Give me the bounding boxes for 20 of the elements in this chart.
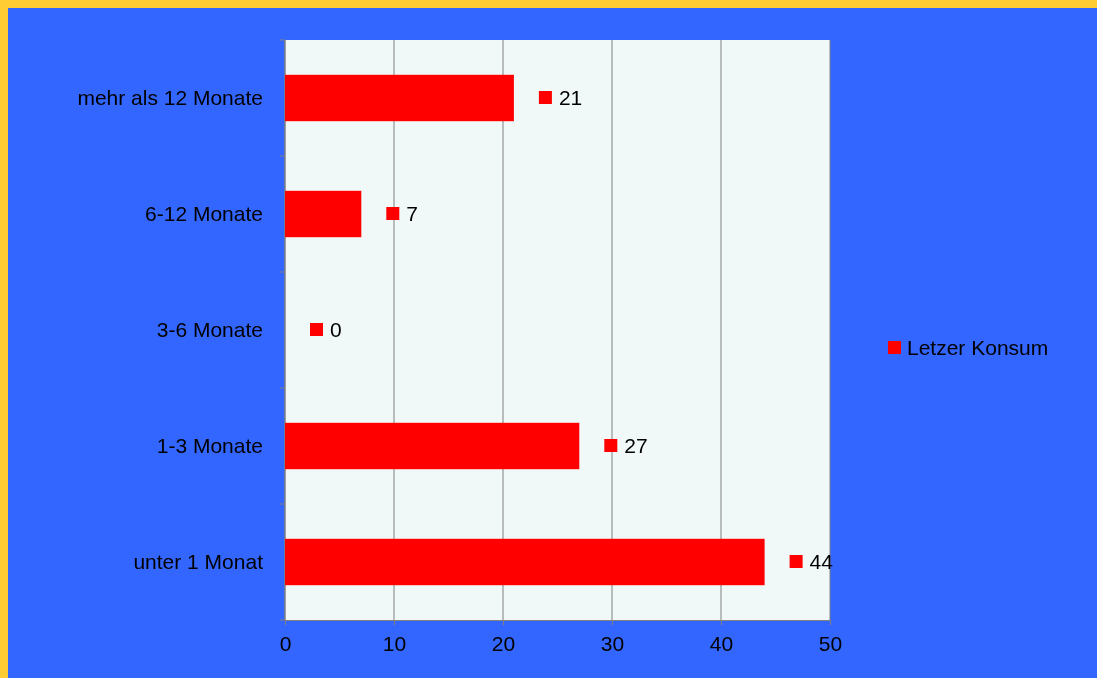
x-tick-label: 20 xyxy=(491,632,516,656)
bar xyxy=(285,74,514,122)
y-tick-label: 1-3 Monate xyxy=(156,434,263,458)
bar xyxy=(285,422,580,470)
y-tick-label: 3-6 Monate xyxy=(156,318,263,342)
bar xyxy=(285,190,362,238)
data-label: 21 xyxy=(558,86,583,110)
y-tick-label: mehr als 12 Monate xyxy=(77,86,263,110)
x-tick-label: 30 xyxy=(600,632,625,656)
x-tick-label: 40 xyxy=(709,632,734,656)
y-tick-label: unter 1 Monat xyxy=(133,550,264,574)
legend-label: Letzer Konsum xyxy=(907,336,1049,360)
data-label: 7 xyxy=(406,202,418,226)
bar xyxy=(285,538,765,586)
x-tick-label: 10 xyxy=(382,632,407,656)
data-label: 0 xyxy=(330,318,342,342)
x-tick-label: 50 xyxy=(818,632,843,656)
data-label: 27 xyxy=(624,434,648,458)
y-tick-label: 6-12 Monate xyxy=(145,202,263,226)
x-tick-label: 0 xyxy=(279,632,292,656)
